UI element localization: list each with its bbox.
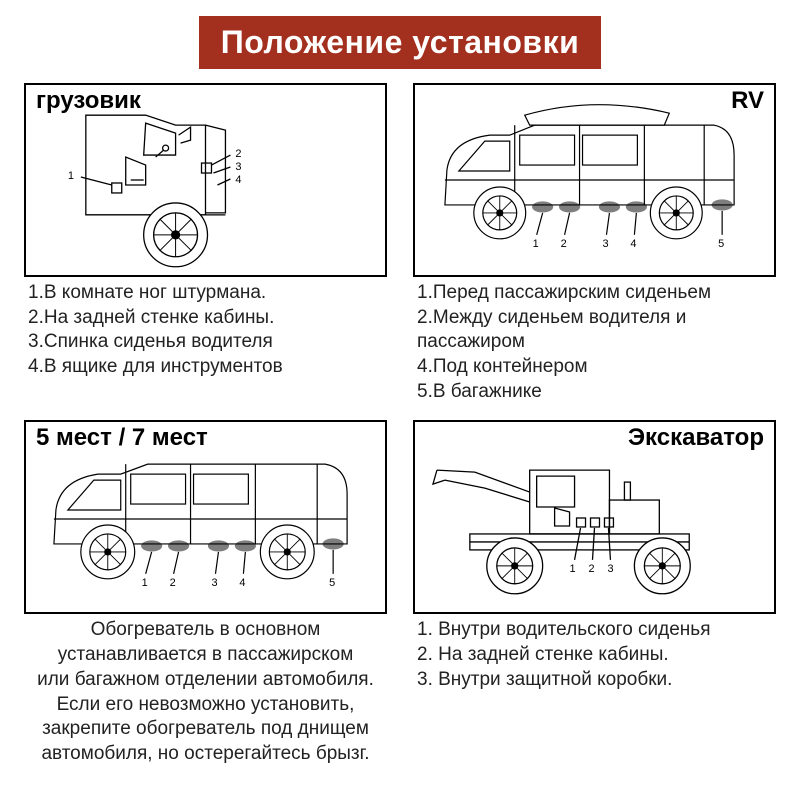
caption-line: или багажном отделении автомобиля.	[24, 668, 387, 693]
caption-line: Если его невозможно установить,	[24, 693, 387, 718]
panel-excavator-label: Экскаватор	[624, 424, 768, 452]
caption-line: 2.Между сиденьем водителя и	[417, 306, 776, 331]
caption-line: автомобиля, но остерегайтесь брызг.	[24, 742, 387, 767]
panel-truck-label: грузовик	[32, 87, 145, 115]
panel-seats-label: 5 мест / 7 мест	[32, 424, 212, 452]
caption-seats: Обогреватель в основном устанавливается …	[24, 614, 387, 774]
caption-line: 3. Внутри защитной коробки.	[417, 668, 776, 693]
svg-text:4: 4	[630, 238, 636, 250]
header-title: Положение установки	[199, 16, 602, 69]
caption-line: 3.Спинка сиденья водителя	[28, 330, 387, 355]
svg-text:1: 1	[142, 577, 148, 589]
panel-grid: грузовик	[0, 79, 800, 775]
svg-text:1: 1	[533, 238, 539, 250]
svg-text:2: 2	[235, 148, 241, 160]
svg-text:3: 3	[602, 238, 608, 250]
caption-line: 1. Внутри водительского сиденья	[417, 618, 776, 643]
rv-illustration: 1 2 3 4 5	[415, 85, 774, 275]
svg-text:2: 2	[561, 238, 567, 250]
caption-line: 4.В ящике для инструментов	[28, 355, 387, 380]
caption-rv: 1.Перед пассажирским сиденьем 2.Между си…	[413, 277, 776, 412]
caption-line: закрепите обогреватель под днищем	[24, 717, 387, 742]
svg-text:5: 5	[718, 238, 724, 250]
cell-truck: грузовик	[24, 83, 387, 412]
cell-excavator: Экскаватор	[413, 420, 776, 774]
svg-text:4: 4	[235, 174, 241, 186]
caption-line: Обогреватель в основном	[24, 618, 387, 643]
panel-truck: грузовик	[24, 83, 387, 277]
svg-text:2: 2	[170, 577, 176, 589]
panel-rv: RV	[413, 83, 776, 277]
caption-excavator: 1. Внутри водительского сиденья 2. На за…	[413, 614, 776, 700]
caption-truck: 1.В комнате ног штурмана. 2.На задней ст…	[24, 277, 387, 388]
svg-text:2: 2	[589, 563, 595, 575]
svg-text:3: 3	[211, 577, 217, 589]
caption-line: пассажиром	[417, 330, 776, 355]
panel-excavator: Экскаватор	[413, 420, 776, 614]
cell-seats: 5 мест / 7 мест	[24, 420, 387, 774]
svg-text:4: 4	[239, 577, 245, 589]
caption-line: 5.В багажнике	[417, 380, 776, 405]
svg-text:5: 5	[329, 577, 335, 589]
panel-seats: 5 мест / 7 мест	[24, 420, 387, 614]
caption-line: 2.На задней стенке кабины.	[28, 306, 387, 331]
caption-line: 4.Под контейнером	[417, 355, 776, 380]
cell-rv: RV	[413, 83, 776, 412]
caption-line: 1.Перед пассажирским сиденьем	[417, 281, 776, 306]
svg-text:3: 3	[607, 563, 613, 575]
svg-text:3: 3	[235, 161, 241, 173]
caption-line: 1.В комнате ног штурмана.	[28, 281, 387, 306]
header: Положение установки	[0, 0, 800, 79]
panel-rv-label: RV	[727, 87, 768, 115]
caption-line: 2. На задней стенке кабины.	[417, 643, 776, 668]
svg-text:1: 1	[68, 170, 74, 182]
caption-line: устанавливается в пассажирском	[24, 643, 387, 668]
svg-text:1: 1	[570, 563, 576, 575]
